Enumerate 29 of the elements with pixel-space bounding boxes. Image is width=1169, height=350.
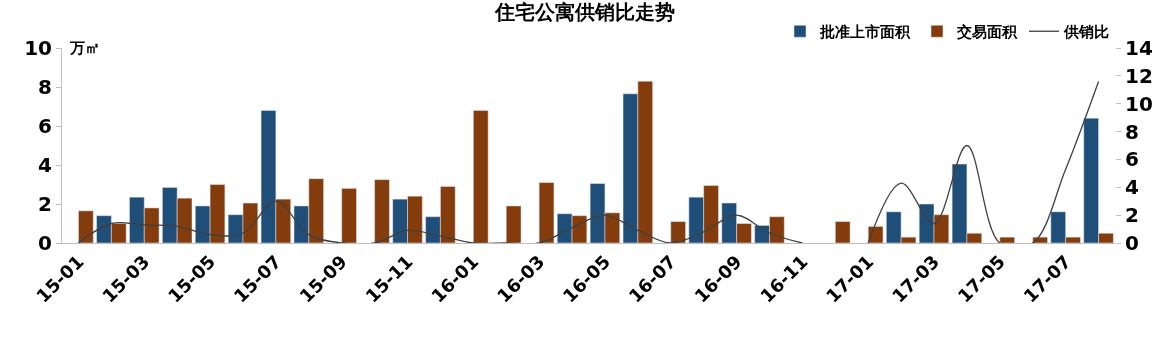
y2-tick-label: 10 <box>1125 91 1153 116</box>
chart-title: 住宅公寓供销比走势 <box>493 0 675 25</box>
bar <box>999 236 1015 243</box>
y-axis-title: 万㎡ <box>69 39 100 57</box>
y2-tick-label: 6 <box>1125 147 1139 172</box>
bar <box>867 226 884 243</box>
y2-tick-label: 8 <box>1125 119 1139 144</box>
y2-tick-label: 2 <box>1125 203 1139 228</box>
bar <box>835 221 851 243</box>
bar <box>473 110 489 243</box>
y2-tick-label: 4 <box>1125 175 1139 200</box>
y2-tick-label: 12 <box>1125 63 1153 88</box>
bar <box>374 179 390 243</box>
y-tick-label: 6 <box>38 114 52 138</box>
y-tick-label: 2 <box>38 192 52 216</box>
y-tick-label: 0 <box>38 231 52 255</box>
bar <box>341 188 357 243</box>
bar <box>538 182 555 243</box>
bar <box>505 205 522 243</box>
y-tick-label: 4 <box>38 153 52 177</box>
bar <box>78 210 94 243</box>
legend-label: 批准上市面积 <box>819 23 911 42</box>
legend-label: 交易面积 <box>956 23 1018 42</box>
y2-tick-label: 0 <box>1125 231 1139 255</box>
bar <box>670 221 686 243</box>
y-tick-label: 8 <box>38 75 52 99</box>
y-tick-label: 10 <box>24 36 52 60</box>
legend-label: 供销比 <box>1063 23 1109 42</box>
y2-tick-label: 14 <box>1125 36 1153 60</box>
